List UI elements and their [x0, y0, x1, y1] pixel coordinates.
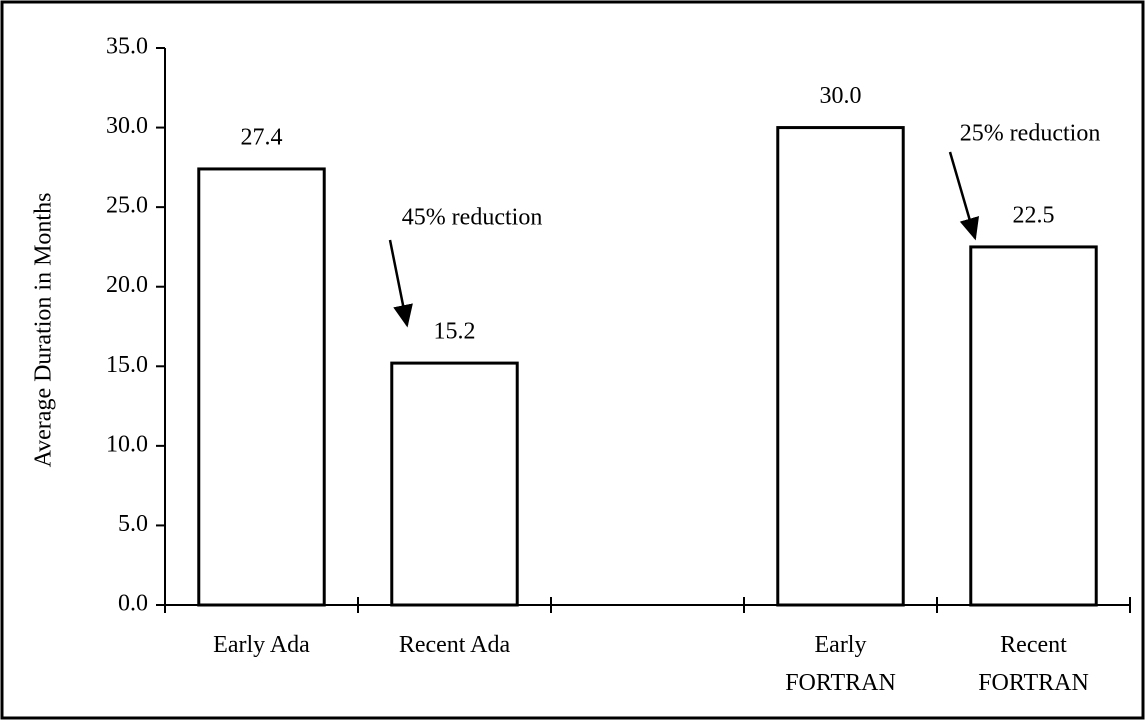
y-tick-label: 15.0: [106, 352, 148, 378]
annotation: 45% reduction: [402, 205, 543, 231]
y-tick-label: 5.0: [118, 511, 148, 537]
bar: [969, 245, 1098, 607]
y-axis-label: Average Duration in Months: [31, 193, 57, 468]
x-tick-label: Recent Ada: [398, 632, 511, 658]
y-tick-label: 10.0: [106, 431, 148, 457]
annotation-arrow: [388, 239, 413, 328]
x-tick-label: Early Ada: [213, 632, 310, 658]
value-label: 30.0: [820, 83, 862, 109]
bar: [776, 126, 905, 607]
value-label: 22.5: [1013, 202, 1055, 228]
y-tick-label: 25.0: [106, 193, 148, 219]
y-tick-label: 30.0: [106, 113, 148, 139]
y-tick-label: 35.0: [106, 34, 148, 60]
annotation: 25% reduction: [960, 121, 1101, 147]
x-tick-label: Early FORTRAN: [785, 632, 896, 696]
annotation-arrow: [948, 151, 980, 241]
value-label: 15.2: [434, 319, 476, 345]
bar: [390, 361, 519, 607]
x-tick-label: Recent FORTRAN: [978, 632, 1089, 696]
bar: [197, 167, 326, 607]
y-tick-label: 0.0: [118, 591, 148, 617]
value-label: 27.4: [241, 124, 283, 150]
y-tick-label: 20.0: [106, 272, 148, 298]
